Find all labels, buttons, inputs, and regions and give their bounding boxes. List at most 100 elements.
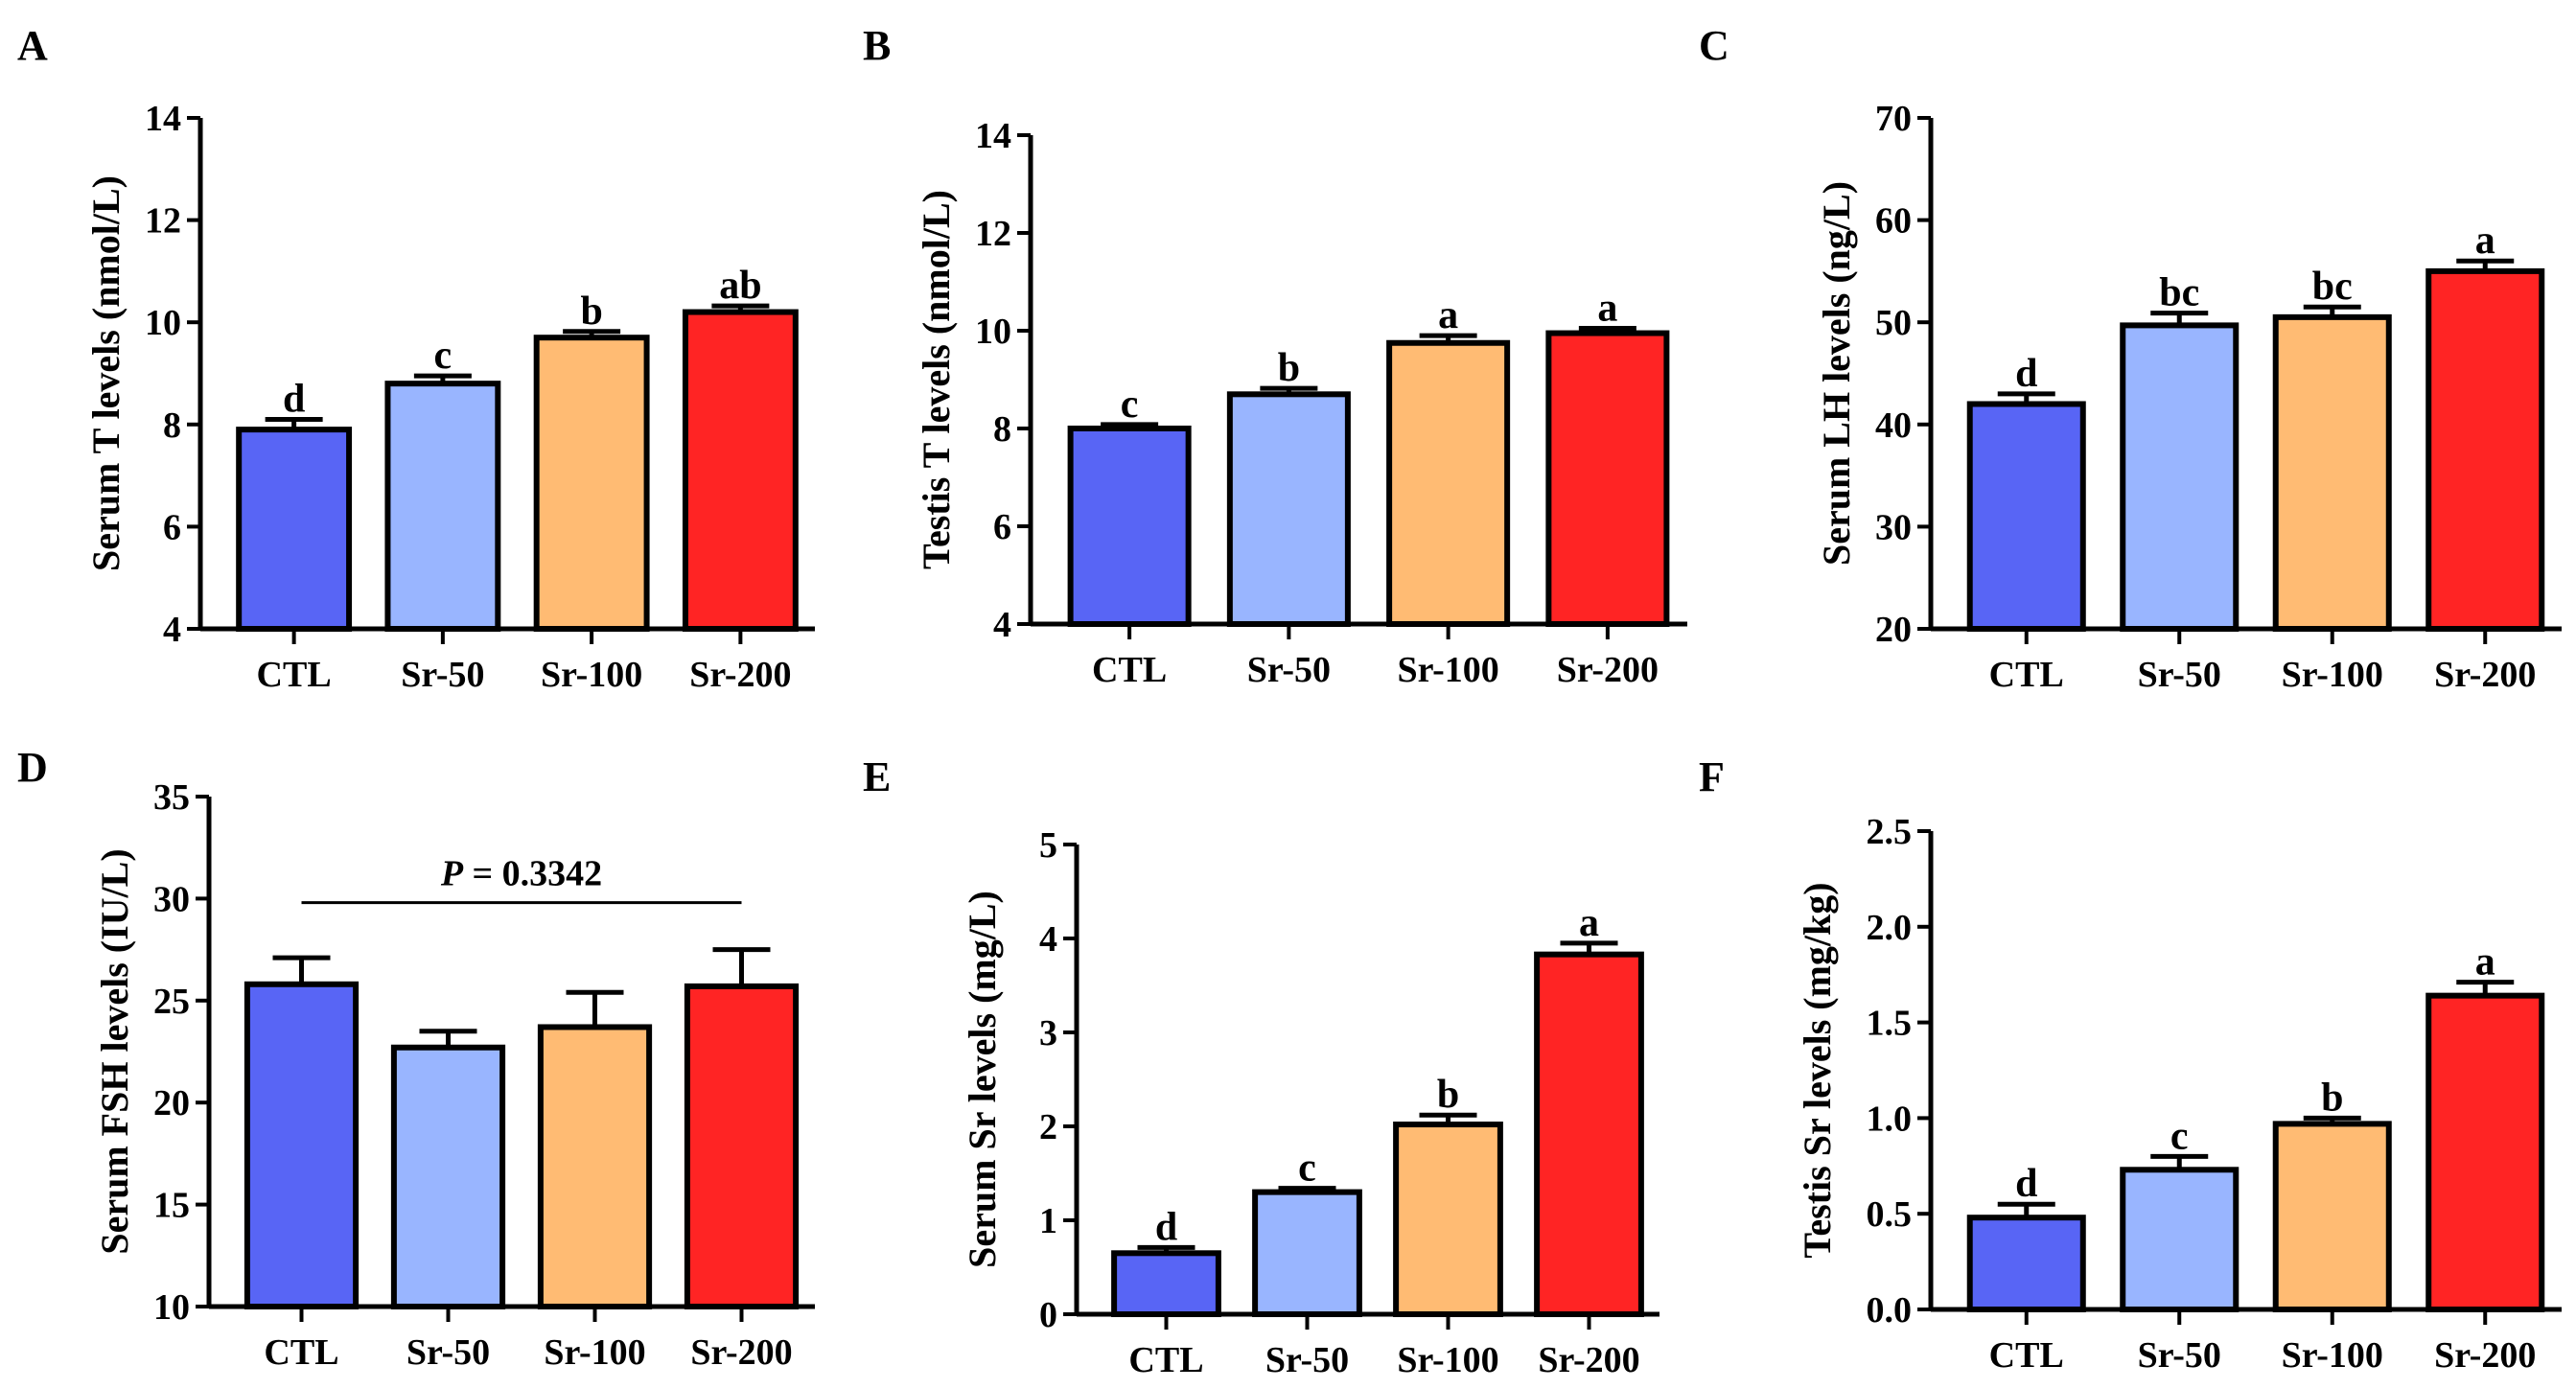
y-tick-label: 0.5 bbox=[1867, 1194, 1913, 1235]
y-tick-label: 30 bbox=[1875, 507, 1912, 547]
y-tick-label: 25 bbox=[153, 982, 190, 1022]
y-tick-label: 10 bbox=[145, 303, 181, 343]
x-tick-label: Sr-50 bbox=[401, 655, 484, 695]
x-tick-label: Sr-100 bbox=[2282, 655, 2383, 695]
significance-letter: a bbox=[2475, 219, 2495, 263]
bar-sr-50 bbox=[1252, 1189, 1362, 1317]
bar-sr-200 bbox=[684, 983, 800, 1310]
y-tick-label: 4 bbox=[1039, 919, 1057, 960]
x-tick-label: Sr-200 bbox=[690, 1332, 792, 1373]
significance-letter: c bbox=[1121, 382, 1139, 427]
x-tick-label: Sr-200 bbox=[2434, 655, 2536, 695]
x-tick-label: Sr-200 bbox=[1557, 650, 1659, 690]
p-value: = 0.3342 bbox=[463, 854, 602, 894]
y-tick-label: 70 bbox=[1875, 99, 1912, 139]
y-tick-label: 2.5 bbox=[1867, 812, 1913, 852]
y-tick-label: 10 bbox=[975, 312, 1011, 352]
y-tick-label: 6 bbox=[163, 507, 181, 547]
y-tick-label: 8 bbox=[993, 409, 1011, 450]
y-tick-label: 12 bbox=[145, 201, 181, 242]
x-tick-label: Sr-50 bbox=[1247, 650, 1331, 690]
y-tick-label: 50 bbox=[1875, 303, 1912, 343]
x-tick-label: Sr-50 bbox=[2138, 1335, 2221, 1376]
y-tick-label: 30 bbox=[153, 879, 190, 919]
y-axis-label: Serum T levels (nmol/L) bbox=[84, 175, 128, 571]
bar-sr-50 bbox=[1226, 391, 1351, 627]
y-axis-label: Serum Sr levels (mg/L) bbox=[961, 891, 1004, 1268]
bar-ctl bbox=[236, 427, 353, 632]
y-tick-label: 1.5 bbox=[1867, 1004, 1913, 1044]
y-tick-label: 40 bbox=[1875, 405, 1912, 446]
panel-label: F bbox=[1699, 753, 1725, 800]
y-tick-label: 1.0 bbox=[1867, 1099, 1913, 1139]
y-tick-label: 20 bbox=[1875, 610, 1912, 650]
y-tick-label: 4 bbox=[163, 610, 181, 650]
y-tick-label: 4 bbox=[993, 605, 1011, 645]
x-tick-label: CTL bbox=[1128, 1340, 1203, 1380]
x-tick-label: Sr-100 bbox=[1397, 1340, 1498, 1380]
y-tick-label: 2.0 bbox=[1867, 908, 1913, 948]
bar-sr-100 bbox=[1393, 1122, 1503, 1318]
y-axis-label: Serum FSH levels (IU/L) bbox=[93, 848, 136, 1254]
p-symbol: P bbox=[440, 854, 464, 894]
x-tick-label: CTL bbox=[257, 655, 332, 695]
chart-panel-d: D 10 15 20 25 30 35 Serum FSH levels (IU/L) CTL S… bbox=[17, 744, 815, 1373]
significance-letter: b bbox=[1437, 1073, 1459, 1117]
y-tick-label: 12 bbox=[975, 214, 1011, 254]
y-axis-label: Serum LH levels (ng/L) bbox=[1815, 181, 1858, 566]
bar-sr-100 bbox=[2272, 313, 2392, 632]
chart-panel-f: F 0.0 0.5 1.0 1.5 2.0 2.5 Testis Sr levels (mg/… bbox=[1699, 753, 2562, 1376]
y-tick-label: 5 bbox=[1039, 825, 1057, 866]
x-tick-label: Sr-50 bbox=[1265, 1340, 1349, 1380]
bar-sr-50 bbox=[2120, 1167, 2239, 1312]
y-axis-label: Testis T levels (nmol/L) bbox=[915, 190, 958, 569]
x-tick-label: Sr-200 bbox=[2434, 1335, 2536, 1376]
significance-letter: d bbox=[1155, 1205, 1177, 1249]
x-tick-label: Sr-100 bbox=[544, 1332, 645, 1373]
significance-letter: d bbox=[2015, 1162, 2037, 1206]
panel-label: D bbox=[17, 744, 48, 791]
bar-ctl bbox=[1966, 1215, 2086, 1313]
panel-label: E bbox=[863, 753, 891, 800]
bar-ctl bbox=[1067, 426, 1192, 627]
bar-ctl bbox=[1111, 1250, 1221, 1318]
bar-sr-200 bbox=[682, 309, 799, 632]
x-tick-label: CTL bbox=[1092, 650, 1167, 690]
x-tick-label: Sr-100 bbox=[541, 655, 642, 695]
y-tick-label: 8 bbox=[163, 405, 181, 446]
bar-sr-200 bbox=[2425, 267, 2545, 632]
y-tick-label: 60 bbox=[1875, 201, 1912, 242]
significance-letter: d bbox=[2015, 352, 2037, 396]
chart-panel-b: B 4 6 8 10 12 14 Testis T levels (nmol/L) CTL c Sr… bbox=[863, 22, 1687, 690]
significance-letter: b bbox=[580, 289, 602, 334]
y-tick-label: 14 bbox=[975, 116, 1011, 156]
x-tick-label: Sr-50 bbox=[406, 1332, 490, 1373]
significance-letter: c bbox=[1298, 1146, 1316, 1191]
x-tick-label: Sr-200 bbox=[689, 655, 791, 695]
y-tick-label: 6 bbox=[993, 507, 1011, 547]
chart-panel-a: A 4 6 8 10 12 14 Serum T levels (nmol/L) CTL d Sr-… bbox=[17, 22, 815, 695]
significance-letter: bc bbox=[2159, 271, 2199, 315]
panel-label: B bbox=[863, 22, 891, 69]
significance-letter: a bbox=[1597, 286, 1617, 330]
bar-ctl bbox=[1966, 401, 2086, 633]
bar-sr-200 bbox=[1545, 330, 1670, 627]
significance-letter: b bbox=[2321, 1076, 2343, 1120]
chart-panel-c: C 20 30 40 50 60 70 Serum LH levels (ng/L) CTL d S… bbox=[1699, 22, 2562, 695]
significance-letter: c bbox=[2170, 1114, 2189, 1158]
x-tick-label: Sr-200 bbox=[1538, 1340, 1639, 1380]
significance-letter: a bbox=[2475, 940, 2495, 984]
x-tick-label: Sr-50 bbox=[2138, 655, 2221, 695]
y-axis-label: Testis Sr levels (mg/kg) bbox=[1796, 882, 1839, 1258]
significance-letter: c bbox=[434, 334, 453, 378]
bar-sr-50 bbox=[2120, 322, 2239, 632]
significance-letter: d bbox=[283, 377, 305, 421]
bar-sr-50 bbox=[384, 381, 501, 632]
significance-letter: bc bbox=[2312, 265, 2353, 309]
y-tick-label: 0 bbox=[1039, 1295, 1057, 1335]
y-tick-label: 2 bbox=[1039, 1107, 1057, 1147]
significance-letter: a bbox=[1438, 293, 1458, 337]
significance-letter: b bbox=[1278, 346, 1300, 390]
x-tick-label: Sr-100 bbox=[2282, 1335, 2383, 1376]
